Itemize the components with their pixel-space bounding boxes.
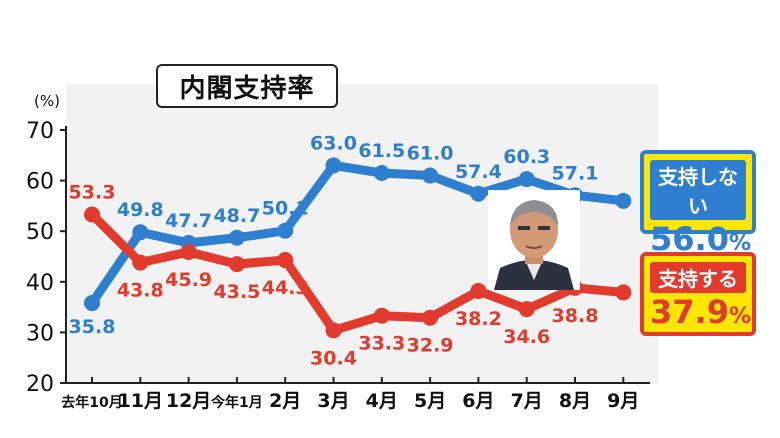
legend-approve-value: 37.9% — [650, 293, 751, 336]
data-label-approve: 38.2 — [455, 308, 502, 330]
series-line-disapprove — [87, 160, 628, 308]
series-point — [228, 229, 245, 246]
y-tick-label: 60 — [26, 170, 54, 195]
series-point — [518, 301, 535, 318]
series-point — [132, 254, 149, 271]
data-label-disapprove: 57.1 — [552, 162, 599, 184]
legend-disapprove-label: 支持しない — [650, 160, 746, 220]
series-point — [277, 252, 294, 269]
x-tick-label: 11月 — [118, 390, 163, 412]
legend-disapprove-value: 56.0% — [650, 220, 751, 263]
data-label-disapprove: 49.8 — [117, 199, 164, 221]
x-tick-label: 2月 — [269, 390, 301, 412]
legend-disapprove: 支持しない 56.0% — [640, 150, 756, 258]
series-point — [373, 307, 390, 324]
x-tick-label: 6月 — [462, 390, 494, 412]
data-label-disapprove: 61.0 — [407, 143, 454, 165]
series-point — [180, 243, 197, 260]
y-tick-label: 40 — [26, 271, 54, 296]
data-label-approve: 53.3 — [69, 182, 116, 204]
series-point — [277, 222, 294, 239]
legend-disapprove-number: 56.0 — [650, 220, 729, 258]
series-point — [470, 282, 487, 299]
series-line-approve — [87, 210, 628, 335]
series-point — [84, 206, 100, 223]
data-label-disapprove: 48.7 — [213, 205, 260, 227]
series-point — [615, 192, 632, 209]
series-point — [615, 284, 632, 301]
data-label-disapprove: 57.4 — [455, 161, 502, 183]
y-tick-label: 70 — [26, 119, 54, 144]
data-label-approve: 43.8 — [117, 280, 164, 302]
data-label-disapprove: 47.7 — [165, 210, 212, 232]
x-tick-label: 7月 — [511, 390, 543, 412]
x-tick-label: 9月 — [607, 390, 639, 412]
politician-photo — [488, 190, 580, 290]
x-tick-label: 今年1月 — [210, 394, 263, 411]
data-label-disapprove: 61.5 — [358, 140, 405, 162]
series-point — [422, 309, 439, 326]
legend-approve-label: 支持する — [650, 262, 746, 293]
data-label-approve: 44.3 — [262, 277, 309, 299]
x-tick-label: 5月 — [414, 390, 446, 412]
data-label-approve: 33.3 — [358, 333, 405, 355]
series-point — [518, 171, 535, 188]
legend-approve: 支持する 37.9% — [640, 252, 756, 336]
series-point — [325, 322, 342, 339]
y-axis-unit: (%) — [34, 92, 60, 110]
x-tick-label: 去年10月 — [61, 394, 122, 411]
legend-disapprove-pct: % — [728, 231, 751, 256]
data-label-disapprove: 35.8 — [69, 316, 116, 338]
data-label-disapprove: 63.0 — [310, 132, 357, 154]
data-label-approve: 43.5 — [213, 281, 260, 303]
legend-approve-pct: % — [728, 304, 751, 329]
data-label-approve: 45.9 — [165, 269, 212, 291]
series-point — [132, 224, 149, 241]
chart-title: 内閣支持率 — [156, 64, 338, 108]
y-tick-label: 50 — [26, 220, 54, 245]
data-label-approve: 32.9 — [407, 335, 454, 357]
series-point — [470, 185, 487, 202]
data-label-approve: 38.8 — [552, 305, 599, 327]
series-point — [84, 295, 100, 312]
data-label-approve: 34.6 — [503, 326, 550, 348]
x-tick-label: 3月 — [317, 390, 349, 412]
data-label-approve: 30.4 — [310, 347, 357, 369]
x-tick-label: 12月 — [166, 390, 211, 412]
series-point — [373, 165, 390, 182]
data-label-disapprove: 50.1 — [262, 198, 309, 220]
legend-approve-number: 37.9 — [650, 293, 729, 331]
series-point — [228, 256, 245, 273]
y-tick-label: 30 — [26, 321, 54, 346]
series-point — [325, 157, 342, 174]
x-tick-label: 4月 — [366, 390, 398, 412]
data-label-disapprove: 60.3 — [503, 146, 550, 168]
series-point — [422, 167, 439, 184]
y-tick-label: 20 — [26, 372, 54, 397]
x-tick-label: 8月 — [559, 390, 591, 412]
